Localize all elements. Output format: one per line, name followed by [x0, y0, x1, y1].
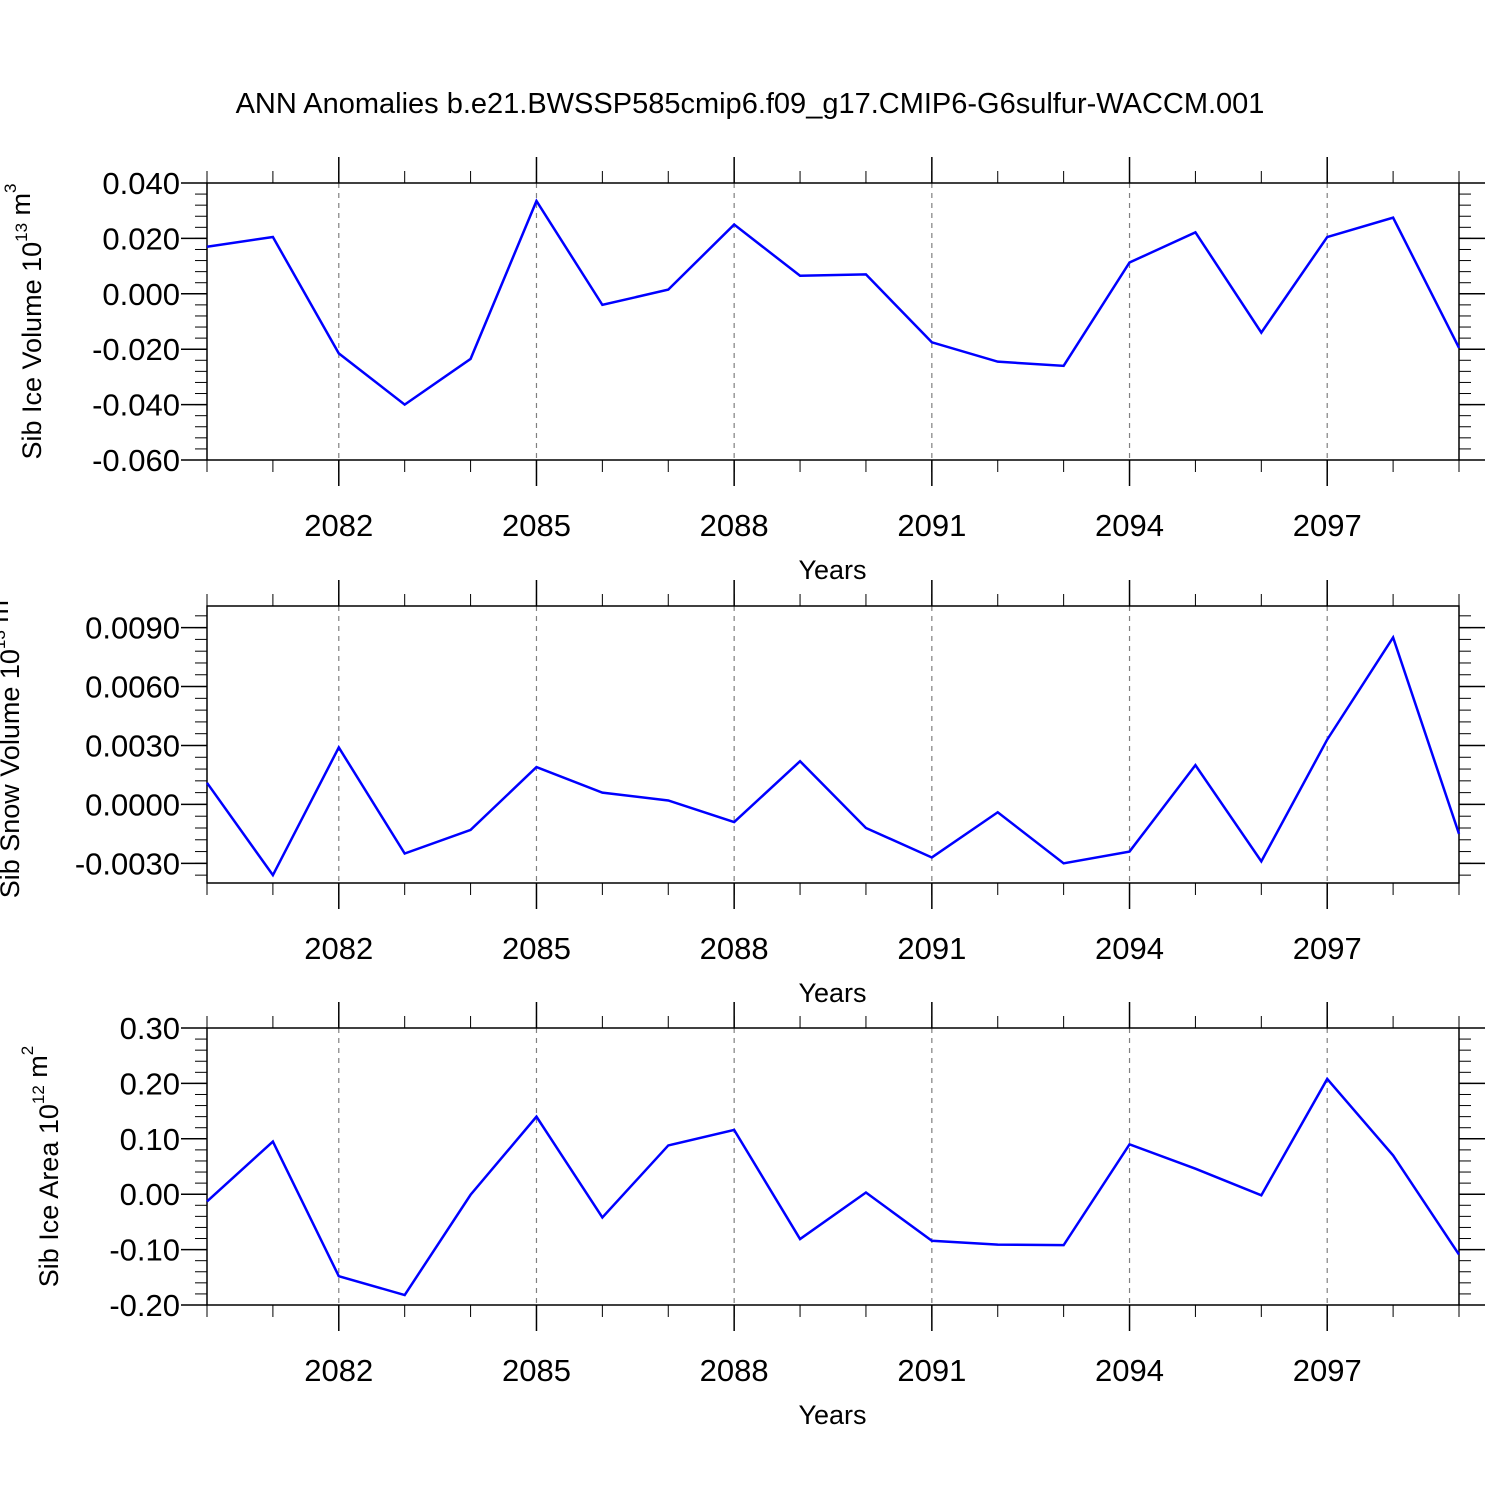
x-tick-label: 2082 — [304, 1353, 373, 1388]
x-tick-label: 2088 — [700, 1353, 769, 1388]
y-axis-label-superscript: 3 — [1, 183, 20, 192]
y-axis-label: Sib Snow Volume 1013 m3 — [0, 591, 25, 899]
y-tick-label: 0.20 — [120, 1066, 180, 1101]
x-tick-label: 2088 — [700, 931, 769, 966]
series-line — [206, 1076, 1461, 1297]
x-tick-label: 2091 — [897, 1353, 966, 1388]
x-tick-label: 2097 — [1293, 931, 1362, 966]
y-tick-label: 0.000 — [102, 277, 180, 312]
x-tick-label: 2082 — [304, 508, 373, 543]
y-tick-label: 0.10 — [120, 1122, 180, 1157]
plot-frame — [206, 182, 1460, 461]
y-tick-label: 0.00 — [120, 1177, 180, 1212]
y-axis-label-text: Sib Snow Volume 10 — [0, 649, 25, 898]
y-tick-label: -0.10 — [109, 1233, 180, 1268]
y-tick-label: -0.060 — [92, 443, 180, 478]
x-tick-label: 2091 — [897, 508, 966, 543]
y-axis-label-text: m — [23, 1055, 53, 1085]
y-tick-label: 0.040 — [102, 166, 180, 201]
y-tick-label: -0.020 — [92, 332, 180, 367]
y-axis-label-superscript: 13 — [0, 630, 9, 649]
series-line — [205, 634, 1461, 878]
x-tick-label: 2094 — [1095, 508, 1164, 543]
x-tick-label: 2097 — [1293, 508, 1362, 543]
x-axis-label: Years — [798, 1400, 866, 1430]
y-axis-label-text: Sib Ice Volume 10 — [17, 242, 47, 460]
chart-panel-2: -0.0030 0.0000 0.0030 0.0060 0.0090 2082 2085 2… — [0, 580, 1485, 1008]
x-tick-label: 2097 — [1293, 1353, 1362, 1388]
x-tick-label: 2085 — [502, 931, 571, 966]
plot-frame — [206, 605, 1460, 884]
x-tick-label: 2085 — [502, 1353, 571, 1388]
x-tick-label: 2085 — [502, 508, 571, 543]
y-axis-label-text: m — [6, 193, 36, 223]
y-axis-label-text: Sib Ice Area 10 — [34, 1104, 64, 1287]
x-tick-label: 2094 — [1095, 931, 1164, 966]
y-tick-label: 0.0090 — [85, 611, 180, 646]
x-tick-label: 2091 — [897, 931, 966, 966]
y-axis-label: Sib Ice Area 1012 m2 — [18, 1046, 64, 1288]
x-tick-label: 2094 — [1095, 1353, 1164, 1388]
y-tick-label: 0.0060 — [85, 670, 180, 705]
y-tick-label: 0.0000 — [85, 787, 180, 822]
y-tick-label: -0.0030 — [75, 846, 180, 881]
plot-frame — [206, 1027, 1460, 1306]
y-tick-label: -0.040 — [92, 388, 180, 423]
y-axis-label: Sib Ice Volume 1013 m3 — [1, 183, 47, 459]
x-tick-label: 2088 — [700, 508, 769, 543]
chart-panel-3: -0.20 -0.10 0.00 0.10 0.20 0.30 2082 2085 2088 20… — [18, 1002, 1485, 1430]
x-axis-label: Years — [798, 978, 866, 1008]
figure-title: ANN Anomalies b.e21.BWSSP585cmip6.f09_g1… — [235, 88, 1265, 120]
x-axis-label: Years — [798, 555, 866, 585]
y-tick-label: -0.20 — [109, 1288, 180, 1323]
y-axis-label-text: m — [0, 600, 14, 630]
y-axis-label-superscript: 2 — [18, 1046, 37, 1055]
series-line — [206, 198, 1461, 407]
y-tick-label: 0.020 — [102, 221, 180, 256]
chart-panel-1: -0.060 -0.040 -0.020 0.000 0.020 0.040 2082 208… — [1, 157, 1485, 585]
y-axis-label-superscript: 12 — [29, 1085, 48, 1104]
y-axis-label-superscript: 13 — [12, 223, 31, 242]
x-tick-label: 2082 — [304, 931, 373, 966]
y-tick-label: 0.0030 — [85, 728, 180, 763]
y-tick-label: 0.30 — [120, 1011, 180, 1046]
